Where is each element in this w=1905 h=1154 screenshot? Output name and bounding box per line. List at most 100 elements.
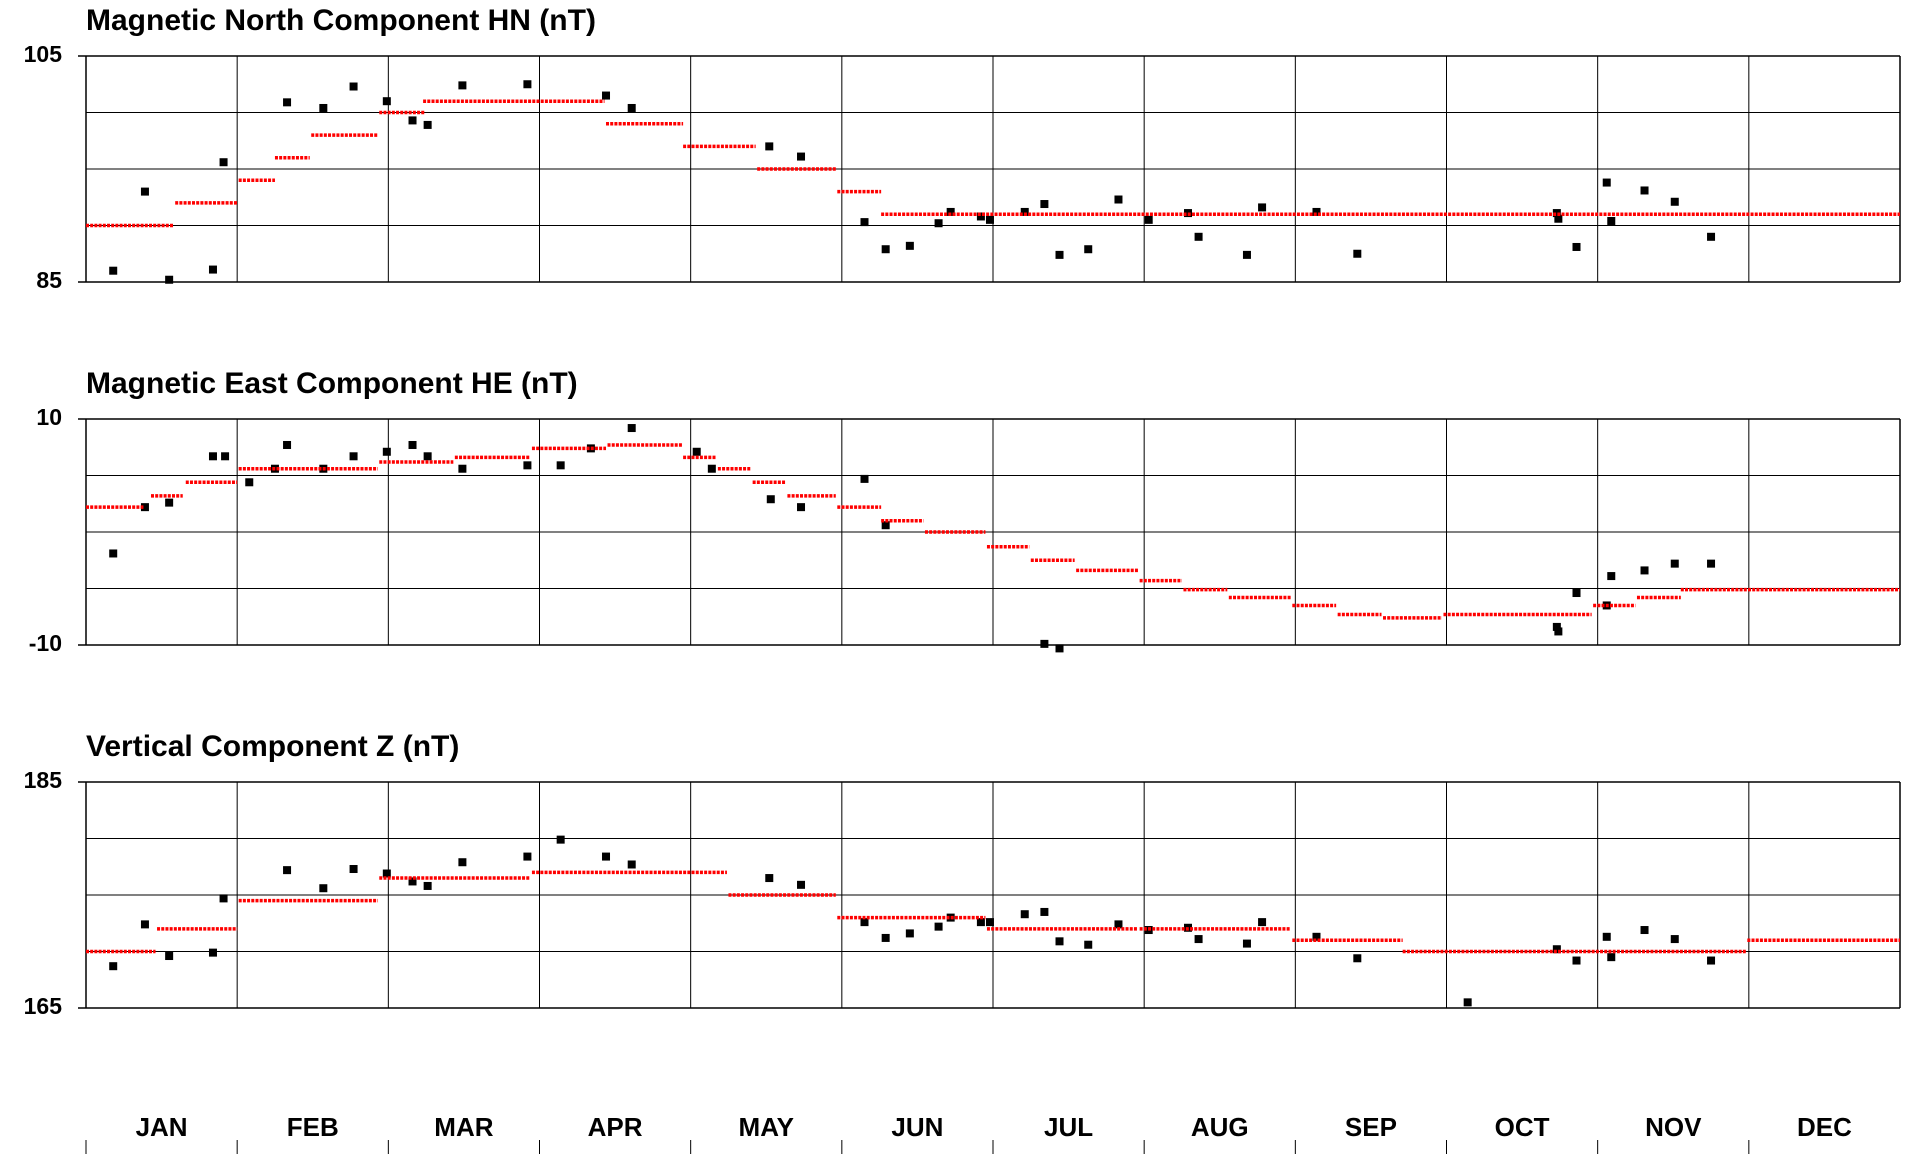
x-tick-label: MAY xyxy=(739,1112,794,1142)
data-point xyxy=(1670,935,1679,944)
data-point xyxy=(165,952,174,961)
data-point xyxy=(408,877,417,886)
data-point xyxy=(423,120,432,129)
data-point xyxy=(556,461,565,470)
data-point xyxy=(881,521,890,530)
data-point xyxy=(1055,644,1064,653)
data-point xyxy=(319,103,328,112)
data-point xyxy=(1040,200,1049,209)
data-point xyxy=(1194,935,1203,944)
data-point xyxy=(208,948,217,957)
data-point xyxy=(1607,953,1616,962)
data-point xyxy=(1554,214,1563,223)
data-point xyxy=(423,452,432,461)
data-point xyxy=(1055,937,1064,946)
data-point xyxy=(797,152,806,161)
data-point xyxy=(627,424,636,433)
data-point xyxy=(1707,956,1716,965)
data-point xyxy=(905,241,914,250)
data-point xyxy=(860,918,869,927)
data-point xyxy=(1602,932,1611,941)
data-point xyxy=(283,866,292,875)
data-point xyxy=(1707,232,1716,241)
data-point xyxy=(1463,998,1472,1007)
data-point xyxy=(458,464,467,473)
data-point xyxy=(1607,216,1616,225)
x-tick-label: NOV xyxy=(1645,1112,1702,1142)
chart-title: Magnetic East Component HE (nT) xyxy=(86,367,578,400)
y-tick-label: 10 xyxy=(36,404,62,430)
data-point xyxy=(1353,249,1362,258)
data-point xyxy=(349,865,358,874)
data-point xyxy=(1312,207,1321,216)
data-point xyxy=(219,894,228,903)
y-tick-label: -10 xyxy=(29,630,62,656)
data-point xyxy=(1640,926,1649,935)
data-point xyxy=(765,142,774,151)
data-point xyxy=(208,265,217,274)
data-point xyxy=(1194,232,1203,241)
y-tick-label: 165 xyxy=(24,993,63,1019)
data-point xyxy=(1607,572,1616,581)
data-point xyxy=(1640,186,1649,195)
data-point xyxy=(458,858,467,867)
data-point xyxy=(1020,207,1029,216)
data-point xyxy=(109,266,118,275)
data-point xyxy=(1242,250,1251,259)
data-point xyxy=(1020,910,1029,919)
data-point xyxy=(1114,920,1123,929)
data-point xyxy=(946,207,955,216)
data-point xyxy=(765,874,774,883)
data-point xyxy=(1552,209,1561,218)
data-point xyxy=(219,158,228,167)
data-point xyxy=(1312,932,1321,941)
data-point xyxy=(1040,907,1049,916)
data-point xyxy=(1572,956,1581,965)
x-tick-label: MAR xyxy=(434,1112,493,1142)
data-point xyxy=(602,91,611,100)
data-point xyxy=(109,962,118,971)
data-point xyxy=(208,452,217,461)
data-point xyxy=(1353,954,1362,963)
data-point xyxy=(976,918,985,927)
data-point xyxy=(408,440,417,449)
data-point xyxy=(1572,242,1581,251)
data-point xyxy=(985,215,994,224)
chart-title: Vertical Component Z (nT) xyxy=(86,730,459,763)
data-point xyxy=(1055,250,1064,259)
data-point xyxy=(382,97,391,106)
data-point xyxy=(602,852,611,861)
x-tick-label: JAN xyxy=(136,1112,188,1142)
data-point xyxy=(1258,203,1267,212)
data-point xyxy=(1084,940,1093,949)
data-point xyxy=(109,549,118,558)
data-point xyxy=(382,447,391,456)
data-point xyxy=(165,498,174,507)
x-tick-label: JUL xyxy=(1044,1112,1093,1142)
data-point xyxy=(1552,945,1561,954)
x-tick-label: AUG xyxy=(1191,1112,1249,1142)
data-point xyxy=(881,933,890,942)
data-point xyxy=(797,880,806,889)
data-point xyxy=(985,918,994,927)
data-point xyxy=(1258,918,1267,927)
data-point xyxy=(797,503,806,512)
data-point xyxy=(1640,566,1649,575)
data-point xyxy=(523,461,532,470)
y-tick-label: 185 xyxy=(24,767,63,793)
data-point xyxy=(946,913,955,922)
data-point xyxy=(349,82,358,91)
data-point xyxy=(140,187,149,196)
data-point xyxy=(140,503,149,512)
data-point xyxy=(934,219,943,228)
data-point xyxy=(1114,195,1123,204)
x-tick-label: JUN xyxy=(891,1112,943,1142)
data-point xyxy=(165,275,174,284)
data-point xyxy=(1552,622,1561,631)
data-point xyxy=(283,98,292,107)
data-point xyxy=(523,852,532,861)
data-point xyxy=(1242,939,1251,948)
data-point xyxy=(627,103,636,112)
data-point xyxy=(860,474,869,483)
